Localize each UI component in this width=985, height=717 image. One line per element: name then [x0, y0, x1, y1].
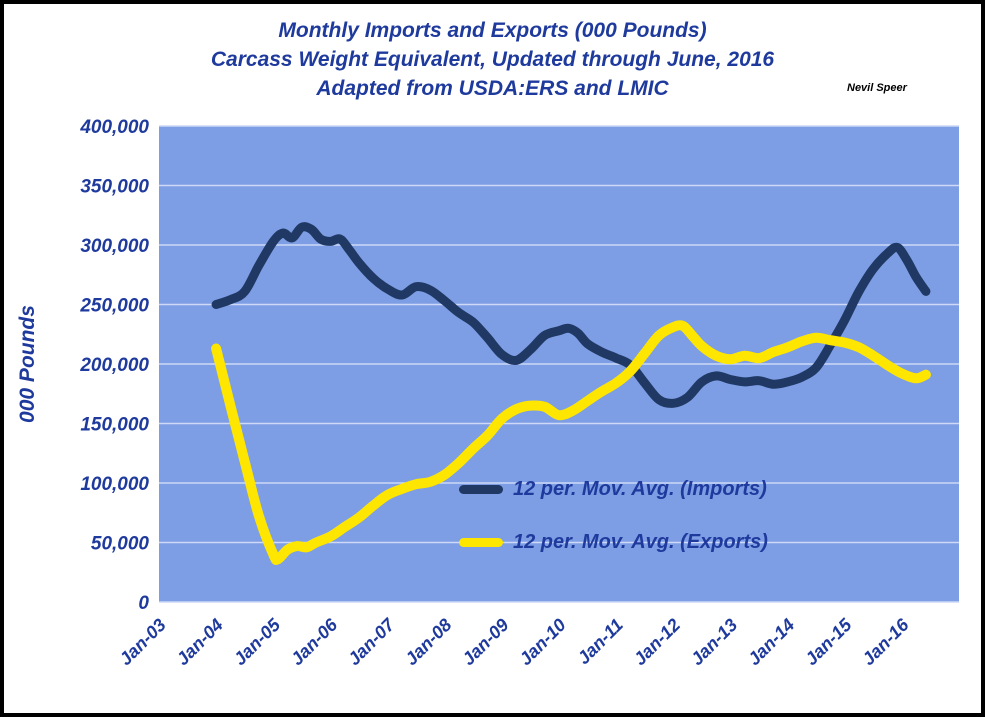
- svg-text:100,000: 100,000: [80, 474, 149, 495]
- exports-line-swatch: [459, 538, 503, 547]
- svg-text:Jan-15: Jan-15: [801, 614, 856, 669]
- svg-text:Jan-05: Jan-05: [230, 614, 285, 669]
- svg-text:Jan-08: Jan-08: [401, 615, 455, 669]
- svg-text:Jan-09: Jan-09: [458, 615, 512, 669]
- svg-text:400,000: 400,000: [79, 117, 149, 138]
- title-line-2: Carcass Weight Equivalent, Updated throu…: [210, 48, 775, 71]
- svg-text:Jan-04: Jan-04: [172, 615, 226, 669]
- svg-text:Jan-10: Jan-10: [515, 615, 569, 669]
- svg-text:350,000: 350,000: [80, 177, 149, 198]
- title-line-1: Monthly Imports and Exports (000 Pounds): [278, 19, 707, 42]
- legend-label-exports: 12 per. Mov. Avg. (Exports): [513, 531, 768, 553]
- line-chart: 0 50,000 100,000 150,000 200,000 250,000 300,0…: [79, 117, 959, 669]
- chart-title: Monthly Imports and Exports (000 Pounds)…: [4, 16, 981, 103]
- svg-text:Jan-13: Jan-13: [687, 615, 741, 669]
- svg-text:300,000: 300,000: [80, 236, 149, 257]
- legend: 12 per. Mov. Avg. (Imports) 12 per. Mov.…: [459, 478, 768, 554]
- legend-item-exports: 12 per. Mov. Avg. (Exports): [459, 531, 768, 554]
- svg-text:Jan-07: Jan-07: [344, 614, 399, 669]
- svg-text:Jan-06: Jan-06: [287, 614, 342, 669]
- svg-text:200,000: 200,000: [79, 355, 149, 376]
- imports-line-swatch: [459, 485, 503, 494]
- legend-item-imports: 12 per. Mov. Avg. (Imports): [459, 478, 768, 501]
- svg-text:Jan-03: Jan-03: [115, 615, 169, 669]
- svg-text:Jan-11: Jan-11: [573, 615, 627, 669]
- svg-text:Jan-14: Jan-14: [744, 615, 798, 669]
- svg-text:Jan-12: Jan-12: [630, 615, 684, 669]
- svg-text:150,000: 150,000: [80, 415, 149, 436]
- title-line-3: Adapted from USDA:ERS and LMIC: [316, 77, 669, 100]
- svg-text:0: 0: [138, 593, 149, 614]
- legend-label-imports: 12 per. Mov. Avg. (Imports): [513, 478, 767, 500]
- svg-text:Jan-16: Jan-16: [858, 614, 913, 669]
- svg-text:50,000: 50,000: [91, 534, 150, 555]
- svg-text:250,000: 250,000: [79, 296, 149, 317]
- author-credit: Nevil Speer: [847, 82, 907, 94]
